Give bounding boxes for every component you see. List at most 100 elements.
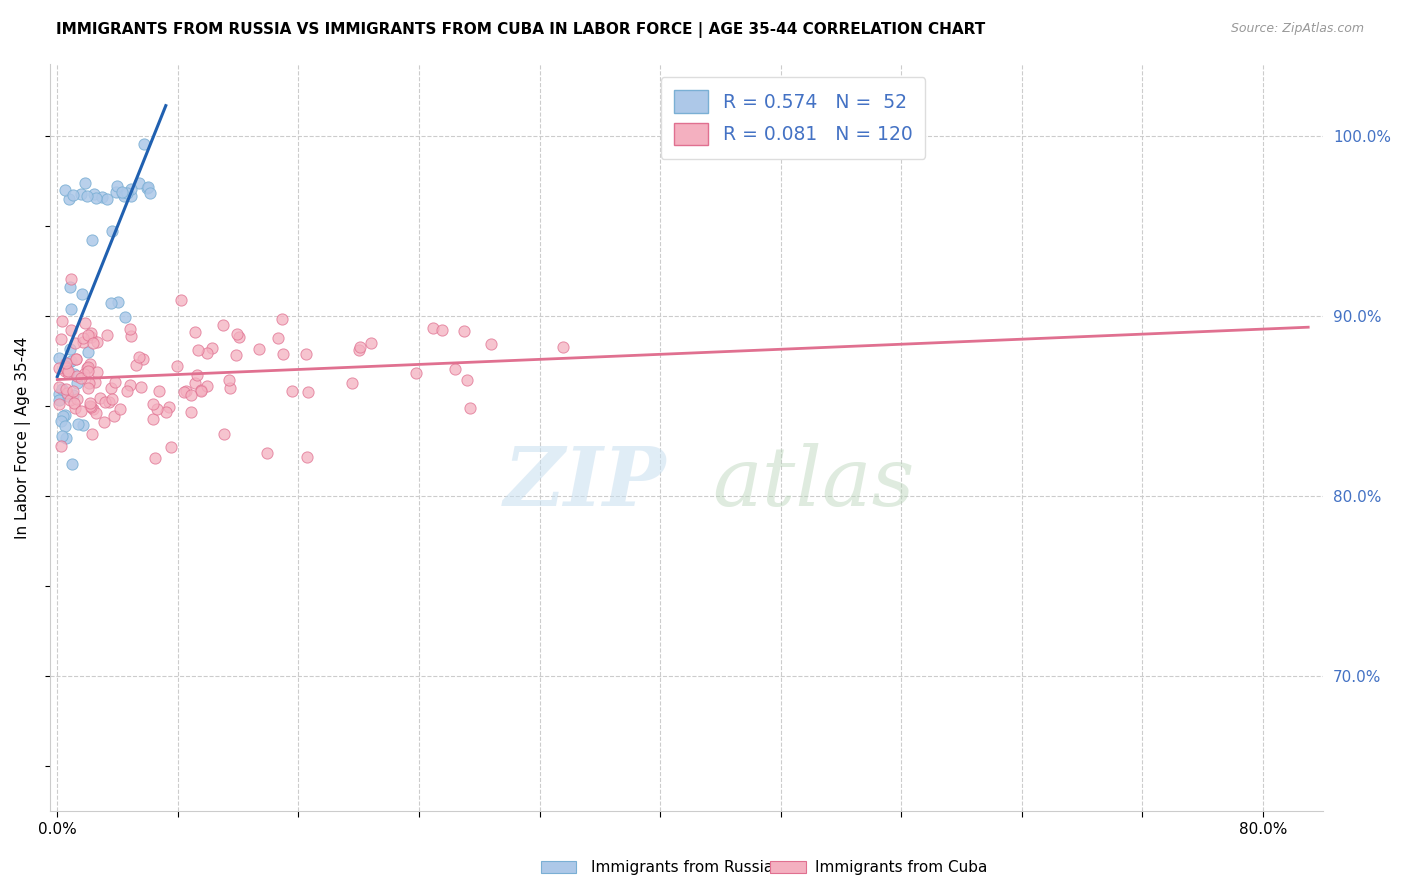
Point	[218, 381, 240, 395]
Point	[349, 340, 371, 354]
Point	[70, 287, 93, 301]
Point	[51, 439, 73, 453]
Text: Source: ZipAtlas.com: Source: ZipAtlas.com	[1230, 22, 1364, 36]
Point	[59, 392, 82, 407]
Point	[76, 360, 98, 375]
Point	[105, 185, 128, 199]
Point	[51, 382, 73, 396]
Point	[72, 331, 94, 345]
Point	[422, 321, 444, 335]
Point	[48, 387, 70, 401]
Point	[100, 381, 122, 395]
Point	[103, 409, 125, 424]
Point	[101, 392, 124, 406]
Point	[104, 376, 127, 390]
Point	[56, 389, 79, 403]
Point	[82, 401, 104, 416]
Point	[270, 312, 292, 326]
Point	[453, 324, 475, 338]
Point	[294, 347, 316, 361]
Point	[53, 359, 76, 374]
Point	[60, 457, 83, 471]
Point	[80, 329, 103, 343]
Point	[66, 417, 89, 432]
Point	[66, 392, 89, 406]
Point	[55, 383, 77, 397]
Point	[80, 234, 103, 248]
Point	[96, 192, 118, 206]
Y-axis label: In Labor Force | Age 35-44: In Labor Force | Age 35-44	[15, 336, 31, 539]
Point	[93, 415, 115, 429]
Point	[166, 359, 188, 374]
Point	[79, 396, 101, 410]
Point	[100, 296, 122, 310]
Point	[271, 347, 294, 361]
Point	[155, 405, 177, 419]
Point	[295, 450, 318, 464]
Point	[59, 342, 82, 356]
Point	[136, 181, 159, 195]
Point	[190, 384, 212, 398]
Point	[75, 176, 97, 190]
Point	[63, 368, 86, 382]
Point	[60, 323, 83, 337]
Point	[84, 191, 107, 205]
Point	[267, 331, 290, 345]
Legend: R = 0.574   N =  52, R = 0.081   N = 120: R = 0.574 N = 52, R = 0.081 N = 120	[661, 78, 925, 159]
Point	[142, 397, 165, 411]
Point	[157, 400, 180, 414]
Point	[66, 368, 89, 383]
Point	[51, 333, 73, 347]
Point	[83, 187, 105, 202]
Point	[65, 352, 87, 367]
Point	[63, 336, 86, 351]
Point	[86, 365, 108, 379]
Point	[111, 186, 134, 200]
Point	[70, 371, 93, 385]
Point	[444, 362, 467, 376]
Point	[108, 402, 131, 417]
Point	[77, 327, 100, 342]
Point	[183, 376, 205, 390]
Point	[96, 327, 118, 342]
Point	[132, 136, 155, 151]
Text: IMMIGRANTS FROM RUSSIA VS IMMIGRANTS FROM CUBA IN LABOR FORCE | AGE 35-44 CORREL: IMMIGRANTS FROM RUSSIA VS IMMIGRANTS FRO…	[56, 22, 986, 38]
Point	[125, 358, 148, 372]
Point	[48, 380, 70, 394]
Point	[48, 397, 70, 411]
Point	[226, 327, 249, 342]
Point	[132, 352, 155, 367]
Point	[347, 343, 370, 358]
Point	[77, 381, 100, 395]
Point	[211, 318, 233, 332]
Point	[186, 368, 208, 382]
Point	[129, 380, 152, 394]
Point	[256, 446, 278, 460]
Point	[53, 409, 76, 423]
Point	[62, 188, 84, 202]
Point	[146, 401, 169, 416]
Point	[110, 186, 132, 200]
Point	[479, 337, 502, 351]
Point	[120, 189, 142, 203]
Point	[63, 401, 86, 416]
Point	[142, 412, 165, 426]
Point	[62, 388, 84, 402]
Point	[53, 183, 76, 197]
Point	[139, 186, 162, 201]
Point	[65, 376, 87, 390]
Text: Immigrants from Russia: Immigrants from Russia	[591, 860, 773, 874]
Point	[79, 399, 101, 413]
Point	[58, 366, 80, 380]
Point	[107, 295, 129, 310]
Point	[458, 401, 481, 415]
Point	[225, 348, 247, 362]
Point	[73, 316, 96, 330]
Point	[77, 359, 100, 374]
Point	[170, 293, 193, 307]
Point	[56, 356, 79, 370]
Point	[120, 377, 142, 392]
Point	[73, 367, 96, 381]
Point	[55, 386, 77, 401]
Point	[120, 182, 142, 196]
